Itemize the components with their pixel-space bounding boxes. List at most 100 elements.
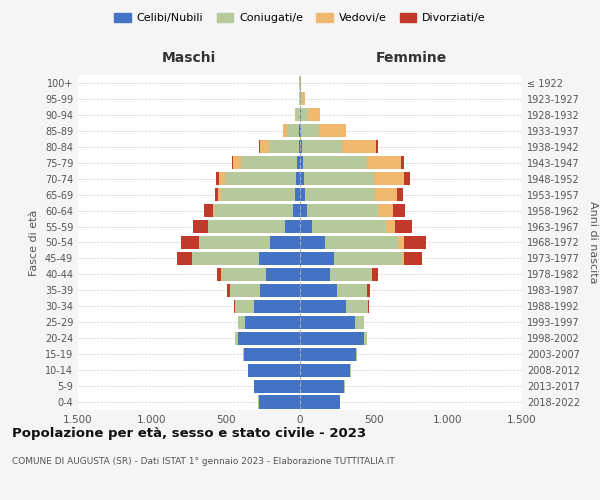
- Bar: [368, 300, 369, 313]
- Bar: [300, 316, 355, 329]
- Bar: [254, 380, 300, 392]
- Bar: [312, 220, 386, 233]
- Bar: [300, 252, 334, 265]
- Bar: [248, 364, 300, 376]
- Y-axis label: Fasce di età: Fasce di età: [29, 210, 39, 276]
- Bar: [299, 92, 300, 106]
- Bar: [300, 108, 301, 122]
- Bar: [218, 172, 224, 185]
- Bar: [376, 140, 378, 153]
- Bar: [404, 172, 410, 185]
- Bar: [238, 332, 300, 345]
- Bar: [269, 140, 299, 153]
- Bar: [215, 188, 218, 201]
- Text: Femmine: Femmine: [376, 52, 446, 66]
- Bar: [372, 268, 378, 281]
- Bar: [299, 124, 300, 138]
- Legend: Celibi/Nubili, Coniugati/e, Vedovi/e, Divorziati/e: Celibi/Nubili, Coniugati/e, Vedovi/e, Di…: [110, 8, 490, 28]
- Text: Popolazione per età, sesso e stato civile - 2023: Popolazione per età, sesso e stato civil…: [12, 428, 366, 440]
- Bar: [235, 332, 238, 345]
- Bar: [232, 156, 233, 170]
- Bar: [300, 156, 303, 170]
- Bar: [227, 284, 230, 297]
- Bar: [266, 268, 300, 281]
- Bar: [192, 252, 259, 265]
- Bar: [356, 348, 357, 360]
- Bar: [303, 156, 367, 170]
- Bar: [260, 140, 269, 153]
- Bar: [221, 188, 295, 201]
- Bar: [230, 284, 260, 297]
- Bar: [254, 300, 300, 313]
- Bar: [402, 252, 404, 265]
- Bar: [300, 268, 329, 281]
- Bar: [285, 220, 300, 233]
- Bar: [243, 348, 244, 360]
- Bar: [299, 140, 300, 153]
- Bar: [271, 236, 300, 249]
- Bar: [234, 300, 235, 313]
- Bar: [245, 316, 300, 329]
- Bar: [304, 172, 374, 185]
- Bar: [300, 188, 305, 201]
- Bar: [287, 124, 299, 138]
- Bar: [218, 188, 221, 201]
- Bar: [404, 252, 422, 265]
- Bar: [238, 316, 245, 329]
- Bar: [393, 204, 405, 217]
- Bar: [300, 396, 340, 408]
- Bar: [193, 220, 208, 233]
- Bar: [300, 140, 302, 153]
- Bar: [301, 92, 302, 106]
- Bar: [233, 156, 241, 170]
- Bar: [386, 220, 395, 233]
- Bar: [259, 140, 260, 153]
- Bar: [214, 204, 293, 217]
- Bar: [337, 284, 367, 297]
- Bar: [296, 108, 299, 122]
- Bar: [177, 252, 191, 265]
- Bar: [199, 236, 271, 249]
- Bar: [367, 284, 370, 297]
- Bar: [308, 108, 320, 122]
- Bar: [293, 204, 300, 217]
- Bar: [398, 236, 404, 249]
- Bar: [300, 348, 356, 360]
- Bar: [302, 140, 342, 153]
- Bar: [325, 236, 398, 249]
- Bar: [212, 204, 214, 217]
- Bar: [259, 396, 300, 408]
- Bar: [208, 220, 285, 233]
- Bar: [259, 252, 300, 265]
- Text: COMUNE DI AUGUSTA (SR) - Dati ISTAT 1° gennaio 2023 - Elaborazione TUTTITALIA.IT: COMUNE DI AUGUSTA (SR) - Dati ISTAT 1° g…: [12, 458, 395, 466]
- Bar: [300, 124, 301, 138]
- Bar: [302, 92, 305, 106]
- Bar: [300, 300, 346, 313]
- Bar: [355, 316, 364, 329]
- Bar: [301, 108, 308, 122]
- Bar: [301, 124, 319, 138]
- Bar: [300, 380, 344, 392]
- Bar: [367, 156, 401, 170]
- Bar: [224, 172, 296, 185]
- Bar: [374, 172, 404, 185]
- Bar: [297, 156, 300, 170]
- Bar: [300, 220, 312, 233]
- Bar: [395, 220, 412, 233]
- Bar: [295, 188, 300, 201]
- Bar: [215, 172, 218, 185]
- Bar: [307, 204, 379, 217]
- Bar: [204, 204, 212, 217]
- Bar: [300, 364, 350, 376]
- Bar: [375, 188, 397, 201]
- Bar: [217, 268, 221, 281]
- Text: Maschi: Maschi: [162, 52, 216, 66]
- Bar: [397, 188, 403, 201]
- Bar: [221, 268, 266, 281]
- Bar: [300, 236, 325, 249]
- Bar: [260, 284, 300, 297]
- Bar: [295, 108, 296, 122]
- Bar: [319, 124, 346, 138]
- Bar: [379, 204, 393, 217]
- Bar: [371, 268, 372, 281]
